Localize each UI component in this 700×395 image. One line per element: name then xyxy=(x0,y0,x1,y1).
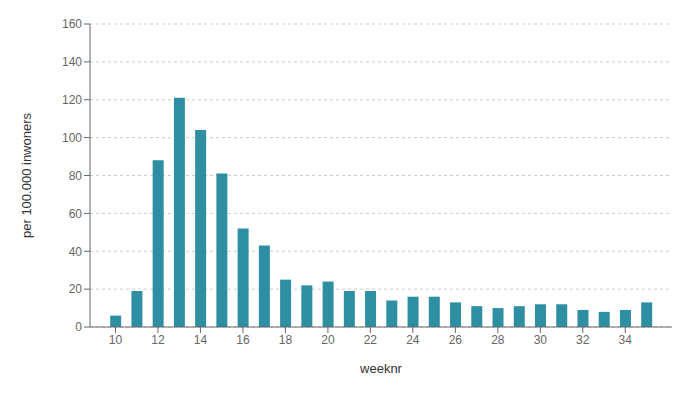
svg-text:34: 34 xyxy=(619,333,633,347)
svg-text:0: 0 xyxy=(75,320,82,334)
svg-text:weeknr: weeknr xyxy=(359,361,403,376)
svg-text:20: 20 xyxy=(69,282,83,296)
svg-text:30: 30 xyxy=(534,333,548,347)
svg-text:per 100.000 inwoners: per 100.000 inwoners xyxy=(19,112,34,238)
svg-text:140: 140 xyxy=(62,55,82,69)
svg-text:22: 22 xyxy=(364,333,378,347)
svg-text:24: 24 xyxy=(406,333,420,347)
svg-text:32: 32 xyxy=(576,333,590,347)
svg-text:18: 18 xyxy=(279,333,293,347)
svg-text:20: 20 xyxy=(321,333,335,347)
svg-text:16: 16 xyxy=(236,333,250,347)
svg-text:28: 28 xyxy=(491,333,505,347)
svg-text:12: 12 xyxy=(151,333,165,347)
svg-text:26: 26 xyxy=(449,333,463,347)
svg-text:80: 80 xyxy=(69,169,83,183)
svg-text:100: 100 xyxy=(62,131,82,145)
svg-text:14: 14 xyxy=(194,333,208,347)
svg-text:120: 120 xyxy=(62,93,82,107)
svg-text:160: 160 xyxy=(62,17,82,31)
svg-text:40: 40 xyxy=(69,245,83,259)
svg-text:10: 10 xyxy=(109,333,123,347)
svg-text:60: 60 xyxy=(69,207,83,221)
